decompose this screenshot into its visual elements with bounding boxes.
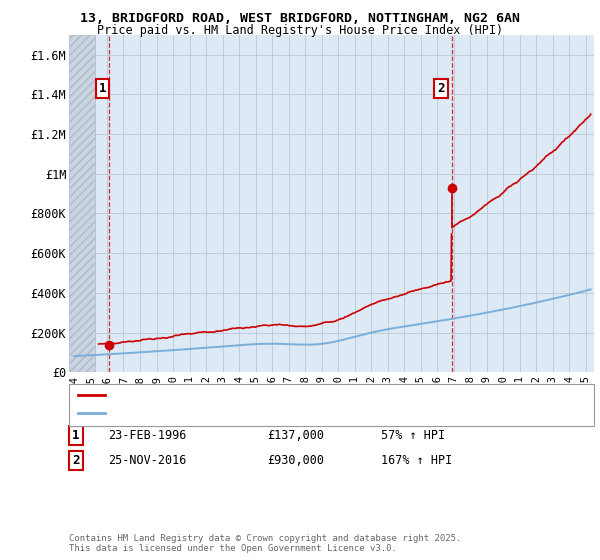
Text: Price paid vs. HM Land Registry's House Price Index (HPI): Price paid vs. HM Land Registry's House … xyxy=(97,24,503,36)
Bar xyxy=(69,35,95,372)
Text: 1: 1 xyxy=(72,429,79,442)
Text: £137,000: £137,000 xyxy=(267,429,324,442)
Text: 25-NOV-2016: 25-NOV-2016 xyxy=(108,454,187,467)
Text: HPI: Average price, detached house, Rushcliffe: HPI: Average price, detached house, Rush… xyxy=(110,408,397,418)
Text: 167% ↑ HPI: 167% ↑ HPI xyxy=(381,454,452,467)
Text: 23-FEB-1996: 23-FEB-1996 xyxy=(108,429,187,442)
Text: 13, BRIDGFORD ROAD, WEST BRIDGFORD, NOTTINGHAM, NG2 6AN: 13, BRIDGFORD ROAD, WEST BRIDGFORD, NOTT… xyxy=(80,12,520,25)
Text: 2: 2 xyxy=(72,454,79,467)
Text: 57% ↑ HPI: 57% ↑ HPI xyxy=(381,429,445,442)
Text: 13, BRIDGFORD ROAD, WEST BRIDGFORD, NOTTINGHAM, NG2 6AN (detached house): 13, BRIDGFORD ROAD, WEST BRIDGFORD, NOTT… xyxy=(110,390,560,400)
Text: 2: 2 xyxy=(437,82,445,95)
Text: Contains HM Land Registry data © Crown copyright and database right 2025.
This d: Contains HM Land Registry data © Crown c… xyxy=(69,534,461,553)
Text: £930,000: £930,000 xyxy=(267,454,324,467)
Text: 1: 1 xyxy=(99,82,106,95)
